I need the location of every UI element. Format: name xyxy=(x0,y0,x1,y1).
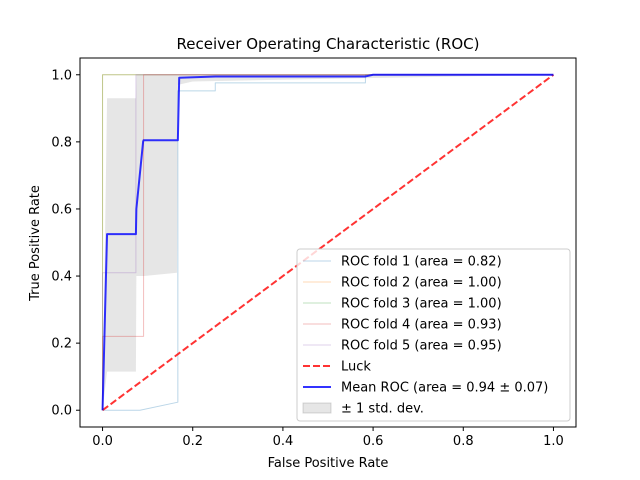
y-tick-label: 0.0 xyxy=(51,404,72,419)
y-tick-label: 0.8 xyxy=(51,135,72,150)
legend-item-7: Mean ROC (area = 0.94 ± 0.07) xyxy=(303,381,548,396)
legend-label: ROC fold 2 (area = 1.00) xyxy=(341,276,502,291)
series-line-7 xyxy=(101,73,554,411)
series-line-1 xyxy=(102,74,554,411)
plot-area xyxy=(101,73,555,412)
legend-label: ROC fold 5 (area = 0.95) xyxy=(341,339,502,354)
axis-ticks: 0.0 0.2 0.4 0.6 0.8 1.0 0.0 0.2 0.4 0.6 0.8 1.0 xyxy=(51,68,563,449)
series-line-4 xyxy=(102,74,554,411)
legend-item-6: Luck xyxy=(303,360,371,375)
std-dev-band xyxy=(102,74,554,411)
x-tick-label: 0.2 xyxy=(182,434,203,449)
legend-label: Luck xyxy=(341,360,371,375)
x-axis-label: False Positive Rate xyxy=(268,456,389,471)
legend-item-1: ROC fold 1 (area = 0.82) xyxy=(303,255,502,270)
legend-item-2: ROC fold 2 (area = 1.00) xyxy=(303,276,502,291)
legend: ROC fold 1 (area = 0.82) ROC fold 2 (area… xyxy=(296,248,571,422)
x-tick-label: 1.0 xyxy=(543,434,564,449)
legend-box xyxy=(296,248,571,422)
x-tick-label: 0.8 xyxy=(453,434,474,449)
y-tick-label: 1.0 xyxy=(51,68,72,83)
y-tick-label: 0.4 xyxy=(51,270,72,285)
legend-item-5: ROC fold 5 (area = 0.95) xyxy=(303,339,502,354)
x-tick-label: 0.0 xyxy=(92,434,113,449)
x-tick-label: 0.6 xyxy=(363,434,384,449)
legend-label: Mean ROC (area = 0.94 ± 0.07) xyxy=(341,381,548,396)
legend-item-8: ± 1 std. dev. xyxy=(302,402,424,417)
legend-label: ROC fold 1 (area = 0.82) xyxy=(341,255,502,270)
legend-item-4: ROC fold 4 (area = 0.93) xyxy=(303,318,502,333)
series-line-5 xyxy=(102,74,554,411)
legend-label: ROC fold 4 (area = 0.93) xyxy=(341,318,502,333)
x-tick-label: 0.4 xyxy=(273,434,294,449)
legend-label: ± 1 std. dev. xyxy=(341,402,424,417)
chart-title: Receiver Operating Characteristic (ROC) xyxy=(177,35,480,53)
axes-frame xyxy=(79,57,577,428)
y-tick-label: 0.6 xyxy=(51,202,72,217)
y-axis-label: True Positive Rate xyxy=(28,185,43,302)
legend-label: ROC fold 3 (area = 1.00) xyxy=(341,297,502,312)
series-line-6 xyxy=(101,73,555,412)
y-tick-label: 0.2 xyxy=(51,337,72,352)
legend-item-3: ROC fold 3 (area = 1.00) xyxy=(303,297,502,312)
legend-swatch xyxy=(302,402,332,414)
